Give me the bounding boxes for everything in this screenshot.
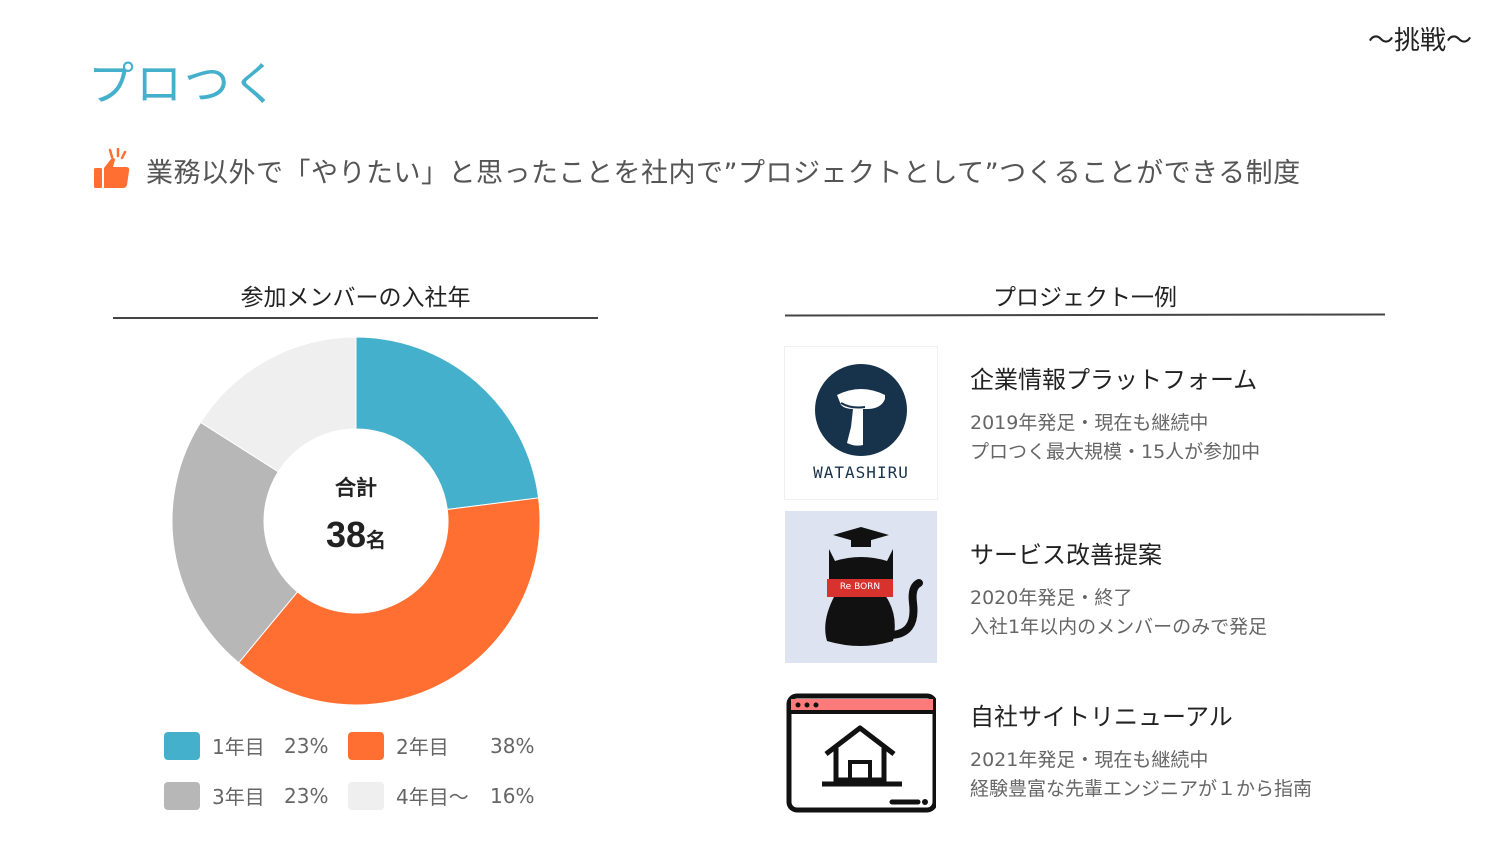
project-logo-watashiru: WATASHIRU — [784, 346, 938, 500]
donut-slice-1 — [355, 336, 540, 511]
chart-heading: 参加メンバーの入社年 — [240, 285, 471, 311]
donut-slice-4 — [199, 336, 357, 473]
corner-tag: 〜挑戦〜 — [1367, 26, 1472, 56]
legend-swatch — [348, 781, 384, 810]
project-detail: 2020年発足・終了 — [970, 587, 1133, 609]
legend-swatch — [348, 731, 384, 760]
watashiru-logo-text: WATASHIRU — [813, 463, 909, 482]
project-logo-website — [784, 692, 938, 816]
legend-value: 23% — [284, 733, 329, 758]
legend-label: 4年目〜 — [396, 785, 469, 809]
legend-item: 4年目〜 16% — [348, 781, 534, 810]
donut-slice-3 — [171, 421, 299, 664]
projects-heading: プロジェクト一例 — [993, 285, 1177, 311]
legend-swatch — [164, 781, 200, 810]
chart-center-value: 38名 — [326, 514, 386, 555]
legend-label: 3年目 — [212, 785, 265, 809]
legend-item: 3年目 23% — [164, 781, 328, 810]
legend-item: 1年目 23% — [164, 731, 328, 760]
reborn-badge-text: Re BORN — [839, 582, 881, 592]
legend-label: 1年目 — [212, 735, 265, 759]
subtitle: 業務以外で「やりたい」と思ったことを社内で”プロジェクトとして”つくることができ… — [146, 157, 1301, 189]
project-title: 自社サイトリニューアル — [970, 703, 1233, 731]
project-logo-reborn: Re BORN — [785, 511, 937, 663]
project-item: 企業情報プラットフォーム 2019年発足・現在も継続中 プロつく最大規模・15人… — [970, 360, 1260, 467]
project-title: サービス改善提案 — [970, 541, 1162, 569]
subtitle-row: 業務以外で「やりたい」と思ったことを社内で”プロジェクトとして”つくることができ… — [92, 148, 1301, 192]
watashiru-logo-icon — [815, 364, 907, 456]
chart-center-label: 合計 — [335, 476, 377, 500]
page-title: プロつく — [88, 57, 280, 111]
cat-icon — [825, 527, 923, 646]
project-item: 自社サイトリニューアル 2021年発足・現在も継続中 経験豊富な先輩エンジニアが… — [970, 697, 1312, 804]
project-title: 企業情報プラットフォーム — [970, 366, 1258, 394]
chart-center-unit: 名 — [366, 528, 386, 552]
chart-center-number: 38 — [326, 514, 366, 555]
project-detail: 2021年発足・現在も継続中 — [970, 749, 1209, 771]
chart-legend: 1年目 23% 2年目 38% 3年目 23% 4年目〜 16% — [164, 730, 564, 820]
project-detail: プロつく最大規模・15人が参加中 — [970, 441, 1261, 463]
legend-item: 2年目 38% — [348, 731, 534, 760]
legend-value: 16% — [490, 783, 535, 808]
website-home-icon — [786, 693, 938, 813]
project-detail: 入社1年以内のメンバーのみで発足 — [970, 616, 1268, 638]
legend-value: 23% — [284, 783, 329, 808]
project-detail: 2019年発足・現在も継続中 — [970, 412, 1209, 434]
project-detail: 経験豊富な先輩エンジニアが１から指南 — [970, 778, 1313, 800]
legend-label: 2年目 — [396, 735, 449, 759]
legend-swatch — [164, 731, 200, 760]
legend-value: 38% — [490, 733, 535, 758]
donut-slice-2 — [238, 497, 541, 706]
donut-chart: 合計 38名 — [171, 336, 541, 706]
chart-divider — [113, 317, 598, 319]
thumbs-up-icon — [94, 148, 130, 188]
project-item: サービス改善提案 2020年発足・終了 入社1年以内のメンバーのみで発足 — [970, 535, 1267, 642]
projects-divider — [784, 313, 1386, 317]
